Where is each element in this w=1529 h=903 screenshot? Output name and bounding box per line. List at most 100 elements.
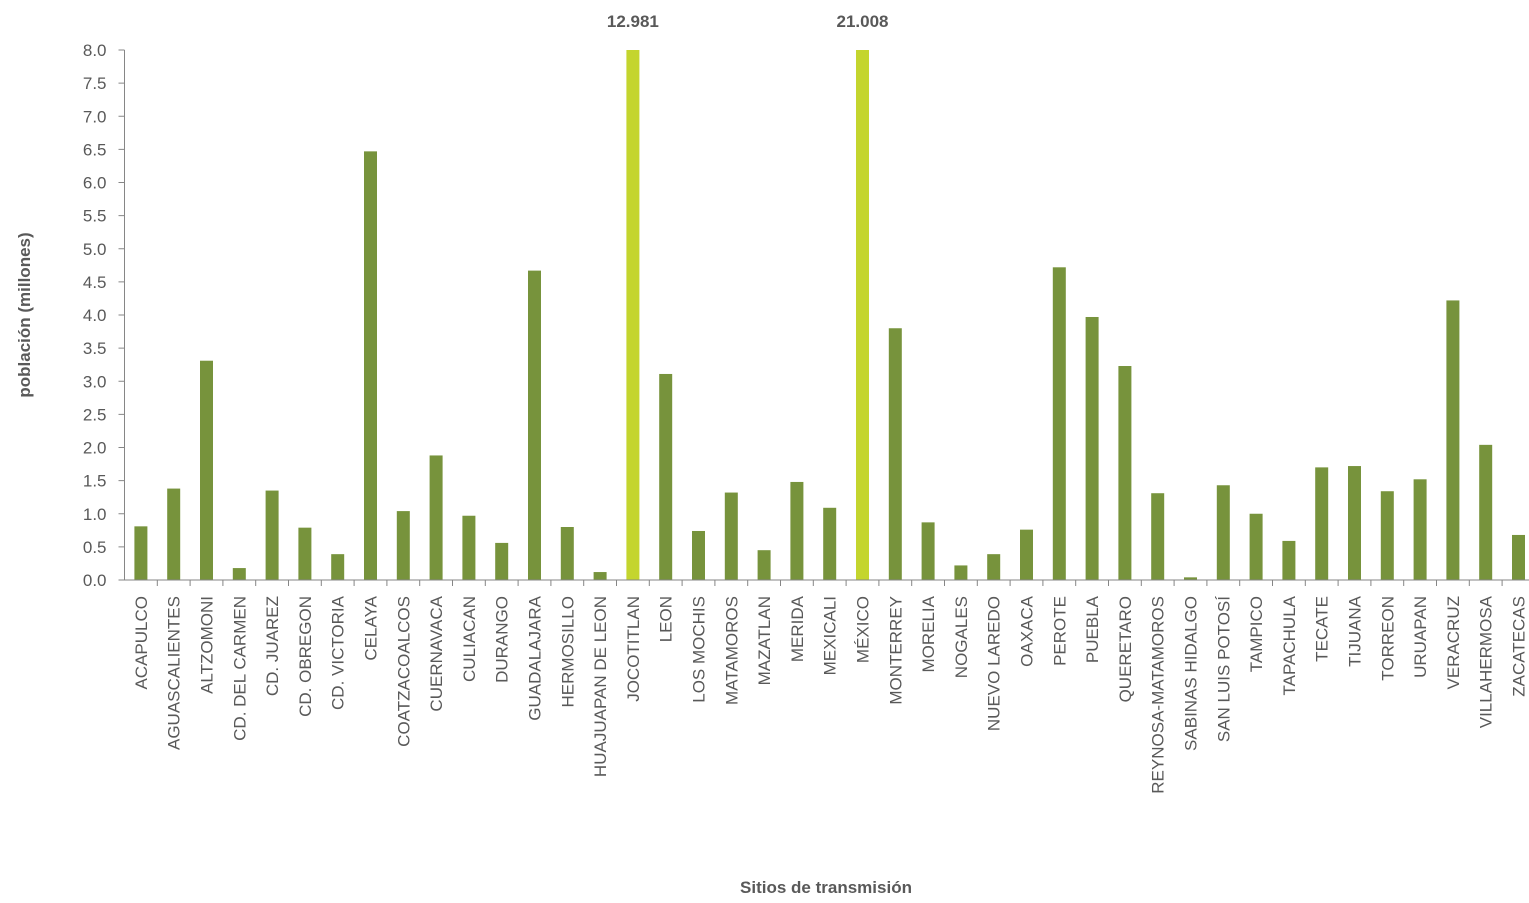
bar xyxy=(560,527,574,580)
x-tick-label: TAPACHULA xyxy=(1280,595,1299,695)
y-tick-label: 0.0 xyxy=(83,571,107,590)
y-axis-title: población (millones) xyxy=(15,232,34,397)
y-tick-label: 7.0 xyxy=(83,107,107,126)
x-tick-label: SABINAS HIDALGO xyxy=(1182,596,1201,751)
bar xyxy=(626,50,640,580)
x-tick-label: NUEVO LAREDO xyxy=(985,596,1004,731)
bar xyxy=(298,527,312,580)
bar xyxy=(1282,540,1296,580)
x-tick-label: TORREON xyxy=(1378,596,1397,681)
y-tick-label: 4.5 xyxy=(83,273,107,292)
y-tick-label: 8.0 xyxy=(83,41,107,60)
bar xyxy=(724,492,738,580)
y-tick-label: 2.5 xyxy=(83,405,107,424)
bar xyxy=(692,530,705,580)
x-tick-label: HERMOSILLO xyxy=(558,596,577,707)
bar xyxy=(1151,493,1165,580)
bar xyxy=(1380,491,1394,580)
x-tick-label: LOS MOCHIS xyxy=(690,596,709,703)
x-tick-label: MONTERREY xyxy=(886,596,905,705)
bar xyxy=(1348,466,1361,580)
x-tick-label: CD. JUAREZ xyxy=(263,596,282,696)
x-tick-label: REYNOSA-MATAMOROS xyxy=(1149,596,1168,794)
x-tick-label: TECATE xyxy=(1313,596,1332,662)
x-tick-label: COATZACOALCOS xyxy=(394,596,413,747)
bar xyxy=(495,542,509,580)
bar xyxy=(954,565,968,580)
bar xyxy=(921,522,935,580)
x-tick-label: MÉXICO xyxy=(854,596,873,663)
bar xyxy=(888,328,902,580)
bar xyxy=(134,526,148,580)
y-tick-label: 3.5 xyxy=(83,339,107,358)
bar xyxy=(1052,267,1066,580)
bar xyxy=(1020,529,1033,580)
x-tick-label: VERACRUZ xyxy=(1444,596,1463,690)
x-tick-label: CULIACAN xyxy=(460,596,479,682)
x-tick-label: MEXICALI xyxy=(821,596,840,675)
y-tick-label: 5.5 xyxy=(83,207,107,226)
x-tick-label: MERIDA xyxy=(788,595,807,662)
y-tick-label: 6.5 xyxy=(83,140,107,159)
bar xyxy=(856,50,869,580)
y-tick-label: 1.0 xyxy=(83,505,107,524)
bar xyxy=(1118,366,1132,580)
bar xyxy=(1512,534,1525,580)
x-tick-label: CD. OBREGON xyxy=(296,596,315,717)
x-tick-label: CD. DEL CARMEN xyxy=(230,596,249,741)
y-tick-label: 7.5 xyxy=(83,74,107,93)
y-tick-label: 2.0 xyxy=(83,439,107,458)
x-tick-label: URUAPAN xyxy=(1411,596,1430,678)
bar xyxy=(593,572,607,580)
bar xyxy=(823,507,837,580)
x-tick-label: JOCOTITLAN xyxy=(624,596,643,702)
bar xyxy=(757,550,771,580)
bar xyxy=(1446,300,1460,580)
x-tick-label: DURANGO xyxy=(493,596,512,683)
y-tick-label: 0.5 xyxy=(83,538,107,557)
x-axis-title: Sitios de transmisión xyxy=(740,878,912,897)
x-tick-label: PEROTE xyxy=(1050,596,1069,666)
x-tick-label: HUAJUAPAN DE LEON xyxy=(591,596,610,777)
x-tick-label: TIJUANA xyxy=(1346,595,1365,667)
x-tick-label: CD. VICTORIA xyxy=(329,595,348,710)
x-tick-label: NOGALES xyxy=(952,596,971,678)
value-label: 21.008 xyxy=(837,12,889,31)
x-tick-label: ALTZOMONI xyxy=(198,596,217,694)
value-label: 12.981 xyxy=(607,12,659,31)
bar xyxy=(167,488,181,580)
bar xyxy=(1184,577,1197,580)
bar xyxy=(265,490,279,580)
x-tick-label: MATAMOROS xyxy=(722,596,741,705)
y-tick-label: 4.0 xyxy=(83,306,107,325)
bar xyxy=(429,455,443,580)
bar xyxy=(1413,479,1427,580)
bar xyxy=(1216,485,1230,580)
x-tick-label: ACAPULCO xyxy=(132,596,151,690)
x-tick-label: LEON xyxy=(657,596,676,642)
x-tick-label: AGUASCALIENTES xyxy=(165,596,184,750)
bar xyxy=(1315,467,1329,580)
x-tick-label: MORELIA xyxy=(919,595,938,672)
y-tick-label: 1.5 xyxy=(83,472,107,491)
bar xyxy=(364,151,377,580)
bar xyxy=(528,270,541,580)
x-tick-label: GUADALAJARA xyxy=(526,595,545,720)
y-tick-label: 3.0 xyxy=(83,372,107,391)
bar xyxy=(200,360,213,580)
bar xyxy=(1479,444,1493,580)
x-tick-label: PUEBLA xyxy=(1083,595,1102,663)
x-tick-label: OAXACA xyxy=(1018,595,1037,667)
y-tick-label: 5.0 xyxy=(83,240,107,259)
bar xyxy=(790,481,804,580)
bar xyxy=(1249,513,1263,580)
bar xyxy=(232,568,246,580)
x-tick-label: SAN LUIS POTOSÍ xyxy=(1214,596,1233,742)
bar xyxy=(987,554,1001,580)
x-tick-label: QUERETARO xyxy=(1116,596,1135,702)
x-tick-label: MAZATLAN xyxy=(755,596,774,685)
x-tick-label: CELAYA xyxy=(362,595,381,660)
bar xyxy=(331,554,345,580)
bar xyxy=(462,515,476,580)
